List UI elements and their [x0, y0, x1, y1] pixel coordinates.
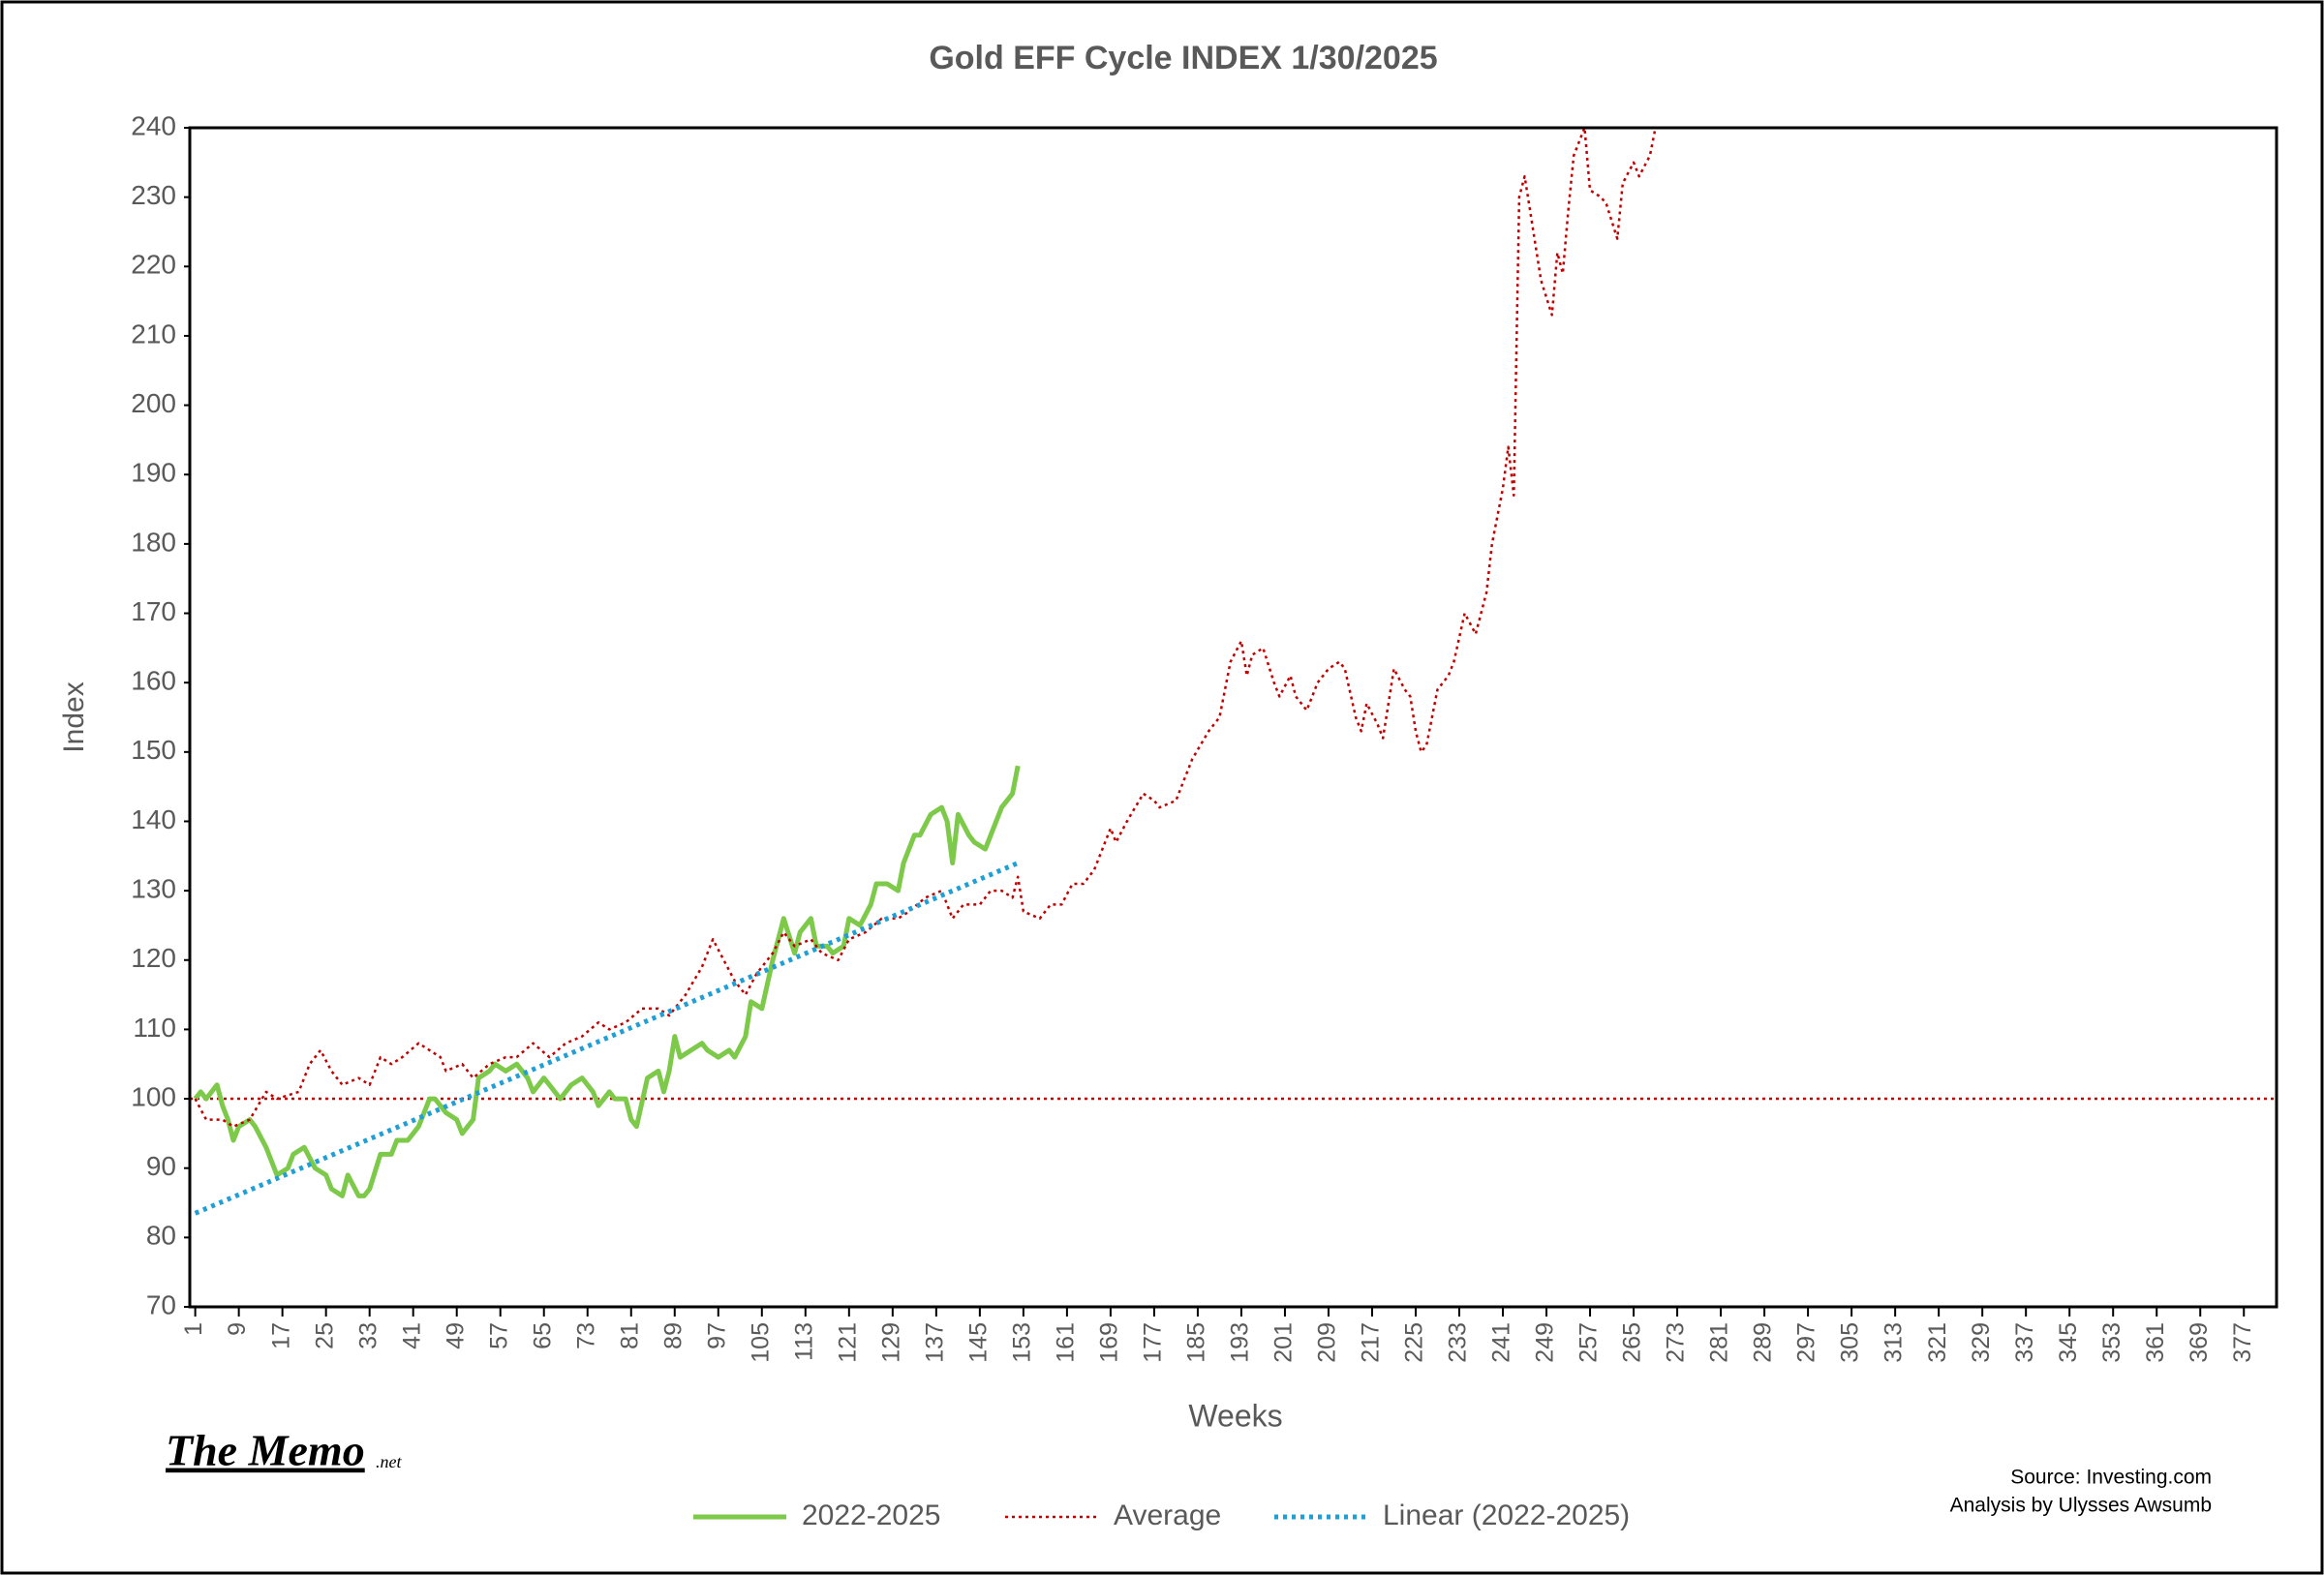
- x-tick-label: 361: [2142, 1322, 2169, 1363]
- x-tick-label: 25: [311, 1322, 338, 1349]
- y-tick-label: 150: [131, 735, 176, 765]
- x-tick-label: 353: [2098, 1322, 2125, 1363]
- x-tick-label: 201: [1270, 1322, 1298, 1363]
- x-tick-label: 185: [1183, 1322, 1210, 1363]
- x-tick-label: 65: [529, 1322, 556, 1349]
- y-tick-label: 230: [131, 180, 176, 210]
- x-tick-label: 313: [1881, 1322, 1908, 1363]
- x-tick-label: 97: [703, 1322, 730, 1349]
- x-tick-label: 105: [747, 1322, 774, 1363]
- y-tick-label: 90: [146, 1151, 176, 1181]
- x-tick-label: 9: [224, 1322, 251, 1336]
- legend-label: 2022-2025: [802, 1499, 940, 1531]
- x-tick-label: 289: [1750, 1322, 1777, 1363]
- y-tick-label: 210: [131, 318, 176, 348]
- y-tick-label: 170: [131, 596, 176, 626]
- x-tick-label: 345: [2055, 1322, 2082, 1363]
- x-tick-label: 377: [2229, 1322, 2256, 1363]
- series-line: [193, 765, 1021, 1198]
- x-tick-label: 17: [267, 1322, 294, 1349]
- x-tick-label: 153: [1008, 1322, 1035, 1363]
- x-tick-label: 177: [1140, 1322, 1167, 1363]
- series-line: [194, 128, 1657, 1128]
- x-tick-label: 137: [921, 1322, 948, 1363]
- y-tick-label: 190: [131, 458, 176, 488]
- x-tick-label: 297: [1793, 1322, 1820, 1363]
- x-tick-label: 329: [1968, 1322, 1995, 1363]
- x-tick-label: 145: [964, 1322, 992, 1363]
- y-tick-label: 110: [133, 1013, 176, 1043]
- x-tick-label: 265: [1619, 1322, 1646, 1363]
- plot-frame: [188, 126, 2278, 1309]
- x-tick-label: 41: [398, 1322, 425, 1349]
- legend-label: Linear (2022-2025): [1383, 1499, 1630, 1531]
- x-tick-label: 129: [877, 1322, 904, 1363]
- x-tick-label: 57: [485, 1322, 512, 1349]
- x-tick-label: 225: [1401, 1322, 1428, 1363]
- y-tick-label: 120: [131, 943, 176, 973]
- y-tick-label: 130: [131, 874, 176, 904]
- legend-label: Average: [1114, 1499, 1221, 1531]
- x-tick-label: 369: [2186, 1322, 2213, 1363]
- x-tick-label: 169: [1096, 1322, 1123, 1363]
- plot-clip: [190, 128, 2277, 1216]
- x-tick-label: 337: [2011, 1322, 2038, 1363]
- series-line: [194, 861, 1020, 1216]
- x-tick-label: 1: [180, 1322, 207, 1336]
- x-tick-label: 121: [834, 1322, 861, 1363]
- x-tick-label: 89: [659, 1322, 687, 1349]
- x-tick-label: 241: [1488, 1322, 1515, 1363]
- y-tick-label: 160: [131, 666, 176, 696]
- x-tick-label: 305: [1837, 1322, 1864, 1363]
- x-tick-label: 193: [1227, 1322, 1254, 1363]
- x-axis-label: Weeks: [1188, 1398, 1282, 1433]
- credit-note: Analysis by Ulysses Awsumb: [1950, 1495, 2212, 1517]
- y-tick-label: 140: [131, 804, 176, 834]
- logo: The Memo: [166, 1426, 365, 1475]
- x-tick-label: 217: [1358, 1322, 1385, 1363]
- y-tick-label: 240: [131, 110, 176, 140]
- x-tick-label: 161: [1052, 1322, 1079, 1363]
- x-tick-label: 209: [1314, 1322, 1341, 1363]
- x-tick-label: 73: [572, 1322, 599, 1349]
- x-tick-label: 33: [354, 1322, 382, 1349]
- y-axis-label: Index: [58, 681, 90, 752]
- x-tick-label: 257: [1575, 1322, 1603, 1363]
- x-tick-label: 113: [790, 1322, 817, 1361]
- source-note: Source: Investing.com: [2010, 1467, 2212, 1489]
- y-tick-label: 80: [146, 1221, 176, 1251]
- x-tick-label: 233: [1445, 1322, 1472, 1363]
- x-tick-label: 81: [616, 1322, 643, 1349]
- x-tick-label: 321: [1924, 1322, 1951, 1363]
- logo-suffix: .net: [376, 1452, 402, 1471]
- y-tick-label: 100: [131, 1081, 176, 1111]
- y-tick-label: 220: [131, 250, 176, 280]
- x-tick-label: 273: [1663, 1322, 1690, 1363]
- y-tick-label: 70: [146, 1289, 176, 1319]
- x-tick-label: 249: [1532, 1322, 1559, 1363]
- y-tick-label: 200: [131, 388, 176, 418]
- x-tick-label: 281: [1706, 1322, 1733, 1363]
- x-tick-label: 49: [442, 1322, 469, 1349]
- chart-title: Gold EFF Cycle INDEX 1/30/2025: [929, 40, 1437, 76]
- y-tick-label: 180: [131, 527, 176, 557]
